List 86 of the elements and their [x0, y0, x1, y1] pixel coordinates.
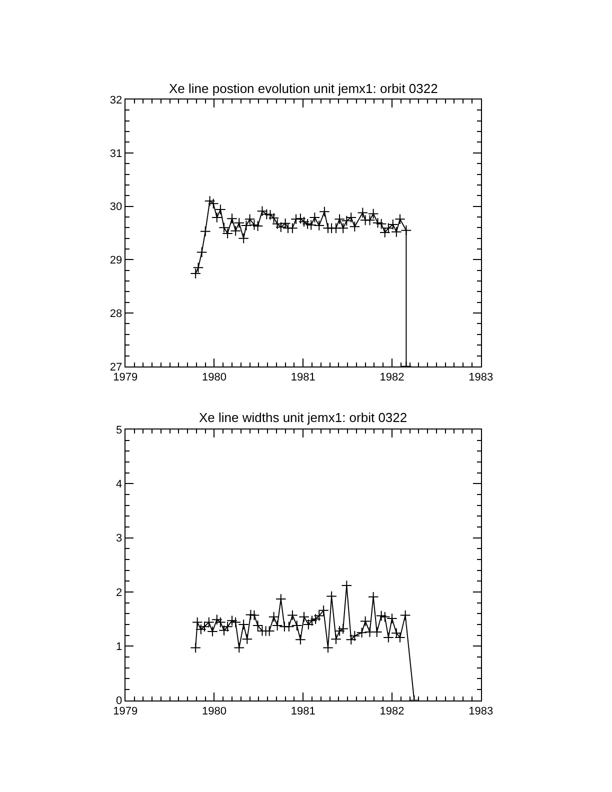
y-tick-label: 30	[110, 201, 122, 214]
point	[314, 610, 325, 622]
point	[204, 196, 216, 206]
point	[306, 615, 318, 626]
point	[394, 214, 406, 225]
y-tick-label: 2	[116, 586, 122, 599]
y-tick-label: 27	[110, 361, 122, 374]
point	[291, 620, 302, 631]
point	[372, 217, 384, 228]
point	[360, 616, 371, 627]
point	[330, 634, 342, 644]
y-tick-label: 28	[110, 308, 122, 320]
point	[400, 224, 412, 236]
y-tick-label: 5	[116, 424, 122, 436]
point	[379, 227, 390, 238]
point	[309, 212, 320, 223]
point	[196, 246, 208, 258]
x-tick-label: 1983	[468, 372, 494, 384]
point	[346, 212, 357, 223]
point	[386, 613, 398, 624]
point	[334, 214, 345, 225]
y-tick-label: 29	[110, 254, 122, 267]
point	[242, 634, 253, 644]
y-tick-label: 3	[116, 532, 122, 545]
point	[368, 208, 379, 220]
point	[319, 206, 330, 218]
point	[400, 610, 411, 621]
y-tick-label: 4	[116, 478, 122, 490]
point	[190, 268, 201, 279]
x-tick-label: 1982	[380, 372, 404, 384]
point	[190, 642, 201, 654]
point	[376, 610, 387, 622]
x-tick-label: 1979	[113, 372, 138, 384]
point	[338, 623, 349, 634]
point	[218, 625, 230, 636]
point	[200, 226, 211, 237]
point	[226, 615, 238, 626]
point	[310, 614, 321, 624]
y-tick-label: 0	[116, 695, 122, 708]
point	[287, 610, 298, 621]
point	[264, 209, 276, 220]
point	[364, 214, 376, 226]
point	[204, 616, 214, 628]
x-tick-label: 1979	[113, 706, 138, 718]
point	[230, 225, 241, 236]
point	[248, 610, 260, 621]
point	[295, 634, 306, 646]
point	[240, 220, 252, 231]
point	[346, 634, 357, 646]
x-tick-label: 1981	[290, 372, 316, 384]
point	[290, 214, 302, 225]
x-tick-label: 1983	[468, 706, 494, 718]
point	[238, 232, 249, 244]
point	[357, 207, 368, 218]
point	[268, 611, 280, 622]
point	[212, 212, 222, 223]
point	[245, 609, 256, 620]
point	[234, 642, 245, 654]
point	[238, 619, 249, 630]
point	[314, 220, 325, 231]
point	[338, 222, 349, 234]
point	[341, 215, 352, 226]
point	[276, 222, 286, 233]
y-tick-label: 32	[110, 94, 122, 106]
chart-title: Xe line widths unit jemx1: orbit 0322	[199, 410, 408, 425]
point	[212, 614, 222, 625]
point	[284, 621, 294, 632]
point	[272, 620, 283, 631]
point	[230, 616, 241, 628]
point	[349, 630, 360, 642]
point	[356, 627, 368, 638]
point	[207, 626, 218, 637]
point	[252, 220, 264, 232]
point	[379, 611, 390, 622]
y-tick-label: 1	[116, 640, 122, 653]
point	[276, 594, 286, 604]
point	[383, 632, 394, 643]
x-tick-label: 1980	[202, 372, 226, 384]
x-tick-label: 1982	[380, 706, 404, 718]
point	[334, 626, 345, 636]
x-tick-label: 1981	[290, 706, 316, 718]
point	[349, 221, 360, 232]
point	[318, 604, 329, 616]
y-tick-label: 31	[110, 148, 122, 160]
chart-title: Xe line postion evolution unit jemx1: orbit 0322	[169, 81, 438, 96]
x-tick-label: 1980	[202, 706, 226, 718]
